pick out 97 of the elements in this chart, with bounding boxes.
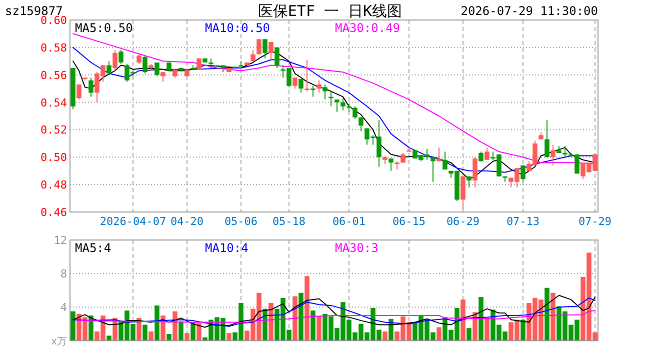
candlestick — [106, 60, 112, 76]
y-tick-label: 0.60 — [40, 14, 67, 27]
candlestick — [118, 50, 124, 64]
candlestick — [562, 146, 568, 158]
bar — [178, 321, 184, 341]
bar — [136, 318, 142, 341]
bar — [298, 292, 304, 341]
x-tick-label: 2026-04-07 — [100, 215, 166, 228]
candlestick — [388, 158, 394, 172]
bar — [148, 331, 154, 341]
candlestick — [550, 144, 556, 166]
x-tick-label: 06-01 — [332, 215, 366, 228]
bar — [70, 311, 76, 341]
candlestick — [112, 50, 118, 72]
bar — [382, 331, 388, 341]
candlestick — [436, 147, 442, 162]
candlestick — [292, 77, 298, 90]
text: MA30:0.49 — [335, 21, 400, 35]
candlestick — [544, 120, 550, 158]
bar — [310, 310, 316, 341]
x-tick-label: 05-18 — [272, 215, 306, 228]
bar — [304, 276, 310, 341]
y-tick-label: 4 — [60, 301, 68, 314]
bar — [226, 333, 232, 341]
candlestick — [334, 99, 340, 112]
x-tick-label: 05-06 — [224, 215, 258, 228]
candlestick — [256, 38, 262, 55]
bar — [466, 328, 472, 341]
y-tick-label: 8 — [60, 268, 67, 281]
candlestick — [340, 98, 346, 112]
y-tick-label: 0.48 — [40, 178, 67, 192]
candlestick — [298, 78, 304, 94]
bar — [550, 292, 556, 341]
y-tick-label: 0.58 — [40, 41, 67, 54]
bar — [172, 311, 178, 341]
y-axis-title: x万 — [50, 336, 67, 348]
candlestick — [352, 106, 358, 120]
text: MA5:4 — [75, 241, 112, 255]
candlestick — [154, 62, 160, 77]
bar — [196, 323, 202, 341]
bar — [478, 297, 484, 341]
bar — [388, 318, 394, 341]
bar — [484, 318, 490, 341]
bar — [190, 322, 196, 341]
line-series — [72, 33, 596, 164]
x-tick-label: 04-20 — [170, 215, 204, 228]
bar — [166, 334, 172, 341]
x-tick-label: 06-29 — [446, 215, 480, 228]
y-tick-label: 0.52 — [40, 124, 67, 137]
bar — [106, 336, 112, 341]
bar — [520, 320, 526, 341]
candlestick — [160, 72, 166, 82]
bar — [292, 296, 298, 341]
text: MA10:4 — [205, 241, 248, 255]
y-tick-label: 0.56 — [40, 68, 67, 82]
candlestick — [442, 151, 448, 170]
candlestick — [268, 41, 274, 60]
candlestick — [88, 77, 94, 98]
bar — [316, 316, 322, 341]
bar — [544, 288, 550, 341]
text: 2026-07-29 11:30:00 — [460, 4, 598, 18]
candlestick — [76, 84, 82, 100]
candlestick — [136, 54, 142, 64]
y-tick-label: 0.54 — [40, 96, 68, 110]
candlestick — [430, 156, 436, 182]
candlestick — [142, 55, 148, 74]
line-series — [78, 310, 596, 323]
candlestick — [304, 59, 310, 92]
candlestick — [322, 84, 328, 100]
y-tick-label: 0.46 — [40, 206, 67, 219]
bar — [268, 302, 274, 341]
candlestick — [484, 147, 490, 160]
text: MA30:3 — [335, 241, 378, 255]
text: MA10:0.50 — [205, 21, 270, 35]
bar — [184, 333, 190, 341]
bar — [460, 300, 466, 341]
x-tick-label: 07-29 — [578, 215, 612, 228]
candlestick — [316, 80, 322, 94]
candlestick — [358, 116, 364, 132]
candlestick — [274, 46, 280, 68]
candlestick — [520, 164, 526, 182]
bar — [436, 327, 442, 341]
bar — [154, 305, 160, 341]
chart-title: 医保ETF 一 日K线图 — [258, 2, 402, 20]
candlestick — [208, 58, 214, 68]
bar — [88, 316, 94, 341]
candlestick — [262, 38, 268, 59]
bar — [142, 324, 148, 341]
y-tick-label: 0.50 — [40, 151, 67, 164]
candlestick — [478, 151, 484, 162]
candlestick — [472, 156, 478, 188]
candlestick — [310, 85, 316, 98]
x-tick-label: 07-13 — [506, 215, 540, 228]
text: MA5:0.50 — [75, 21, 133, 35]
x-tick-label: 06-15 — [392, 215, 426, 228]
y-tick-label: 12 — [54, 234, 67, 247]
candlestick — [460, 176, 466, 210]
